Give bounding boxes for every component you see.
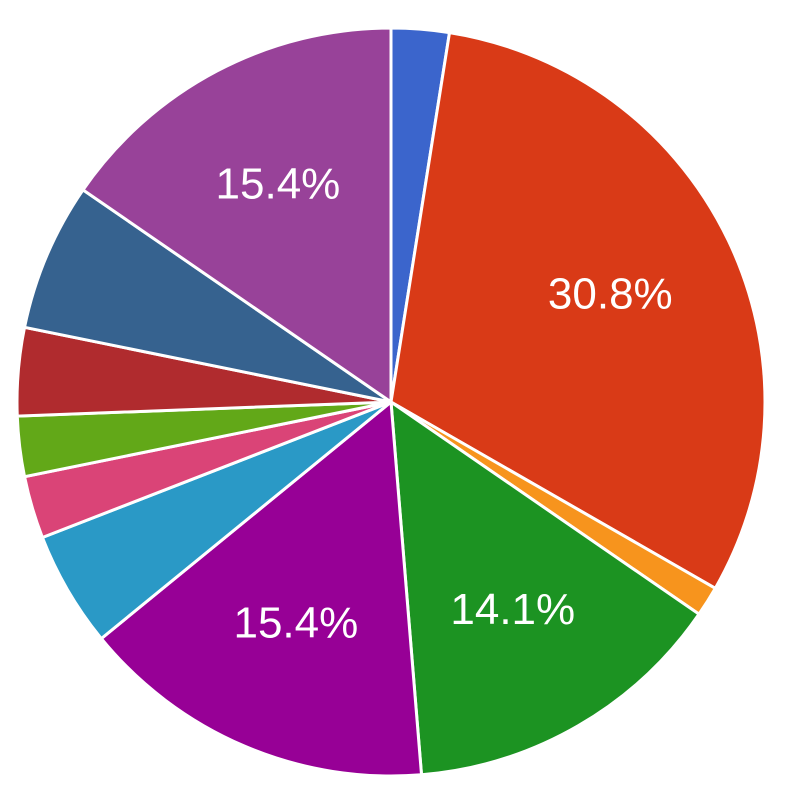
pie-slice [80,26,393,405]
data-label: 15.4% [216,159,341,208]
data-label: 15.4% [233,598,358,647]
pie-slice [22,187,392,404]
pie-slice [389,398,702,777]
pie-slice [389,30,767,591]
pie-slice [99,399,424,778]
data-label: 30.8% [548,270,673,319]
data-label: 14.1% [450,585,575,634]
